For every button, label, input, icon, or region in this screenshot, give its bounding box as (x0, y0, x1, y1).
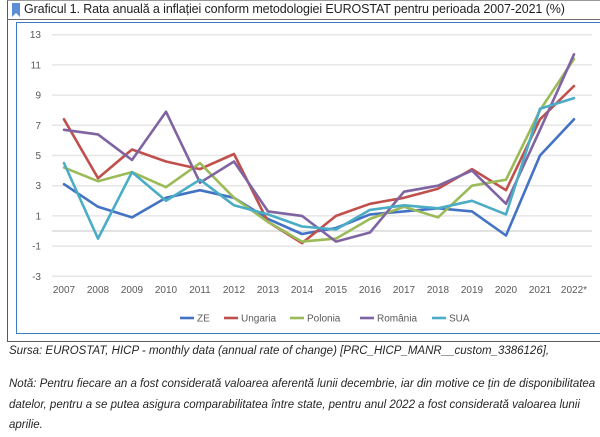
series-line-sua (62, 96, 576, 240)
x-tick-label: 2020 (495, 285, 518, 296)
source-text: Sursa: EUROSTAT, HICP - monthly data (an… (9, 345, 550, 357)
x-tick-label: 2019 (461, 285, 484, 296)
legend-item: Ungaria (224, 314, 276, 325)
legend-item: România (360, 314, 417, 325)
x-tick-label: 2014 (291, 285, 314, 296)
x-axis-ticks: 2007 2008 2009 2010 2011 2012 2013 2014 2015 2016… (53, 285, 587, 296)
y-tick-label: 11 (31, 60, 42, 71)
series-line-ze (62, 118, 576, 237)
legend-label: România (377, 314, 417, 325)
gridlines (52, 33, 592, 278)
x-tick-label: 2018 (427, 285, 450, 296)
legend-item: ZE (180, 314, 210, 325)
series-line-ungaria (62, 84, 576, 245)
legend-item: Polonia (290, 314, 341, 325)
y-tick-label: -3 (32, 272, 41, 283)
bookmark-icon (12, 3, 20, 17)
legend-label: SUA (449, 314, 470, 325)
y-tick-label: -1 (32, 242, 41, 253)
note-text: Notă: Pentru fiecare an a fost considera… (9, 378, 596, 431)
x-tick-label: 2012 (223, 285, 246, 296)
x-tick-label: 2009 (121, 285, 144, 296)
y-tick-label: 13 (30, 30, 42, 41)
legend-item: SUA (432, 314, 470, 325)
chart-area (16, 22, 600, 334)
x-tick-label: 2021 (529, 285, 552, 296)
legend-label: Ungaria (241, 314, 276, 325)
legend-label: Polonia (307, 314, 341, 325)
x-tick-label: 2015 (325, 285, 348, 296)
y-tick-label: 9 (35, 91, 41, 102)
legend: ZE Ungaria Polonia România SUA (180, 314, 470, 325)
y-tick-label: 5 (35, 151, 41, 162)
x-tick-label: 2008 (87, 285, 110, 296)
figure-frame (7, 0, 600, 342)
y-axis-ticks: 13 11 9 7 5 3 1 -1 -3 (30, 30, 42, 283)
x-tick-label: 2013 (257, 285, 280, 296)
y-tick-label: 7 (35, 121, 41, 132)
legend-label: ZE (197, 314, 210, 325)
chart-title: Graficul 1. Rata anuală a inflației conf… (24, 2, 565, 16)
x-tick-label: 2010 (155, 285, 178, 296)
x-tick-label: 2017 (393, 285, 416, 296)
y-tick-label: 3 (35, 181, 41, 192)
series-lines (62, 52, 576, 245)
x-tick-label: 2011 (189, 285, 211, 296)
figure-title-bar: Graficul 1. Rata anuală a inflației conf… (7, 0, 600, 20)
y-tick-label: 1 (35, 211, 41, 222)
x-tick-label: 2007 (53, 285, 76, 296)
x-tick-label: 2022* (561, 285, 587, 296)
x-tick-label: 2016 (359, 285, 382, 296)
series-line-polonia (62, 57, 576, 243)
